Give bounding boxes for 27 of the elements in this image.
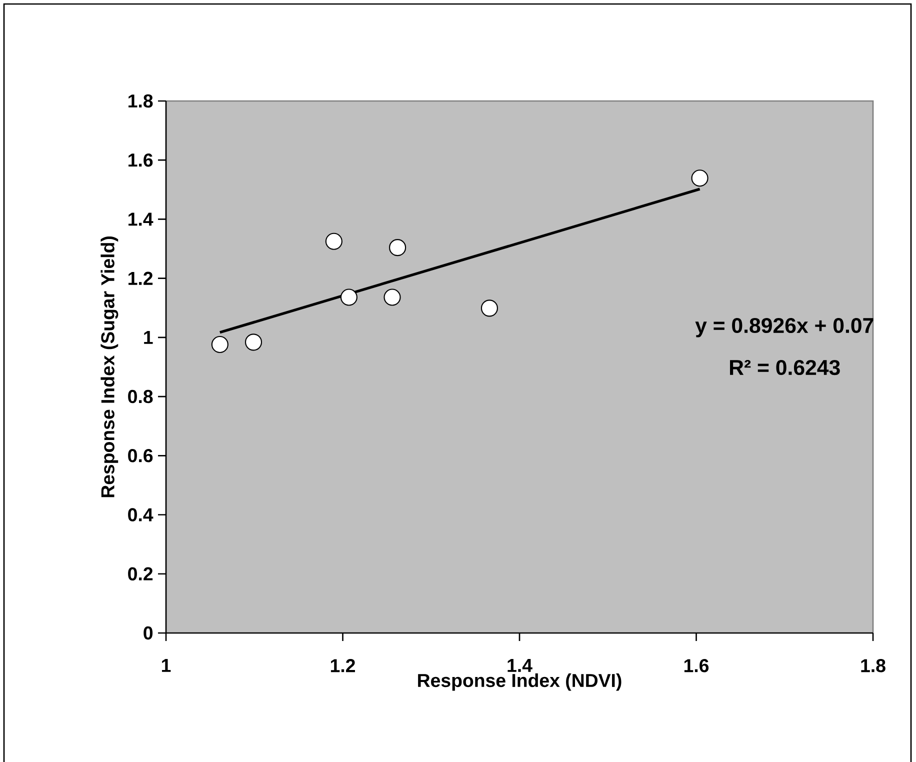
y-tick-label: 1 bbox=[144, 331, 153, 344]
point bbox=[325, 232, 342, 250]
x-tick-label: 1 bbox=[162, 659, 171, 672]
y-tick-label: 0.8 bbox=[128, 390, 153, 404]
point bbox=[244, 334, 262, 351]
point bbox=[691, 170, 708, 187]
x-tick-label: 1.2 bbox=[330, 659, 355, 672]
x-axis-title: Response Index (NDVI) bbox=[418, 673, 622, 691]
point bbox=[211, 336, 228, 354]
y-tick-label: 0.6 bbox=[128, 449, 153, 462]
y-tick-label: 0.4 bbox=[128, 508, 154, 522]
y-tick-label: 0.2 bbox=[128, 567, 153, 580]
y-tick-label: 1.6 bbox=[128, 153, 153, 167]
y-tick-label: 1.2 bbox=[128, 272, 153, 285]
annotation: R² = 0.6243 bbox=[730, 360, 840, 376]
y-tick-label: 0 bbox=[144, 626, 153, 640]
y-axis-title: Response Index (Sugar Yield) bbox=[100, 236, 118, 498]
point bbox=[384, 288, 401, 306]
x-tick-label: 1.6 bbox=[684, 659, 709, 672]
annotation: y = 0.8926x + 0.07 bbox=[695, 318, 874, 338]
y-tick-label: 1.4 bbox=[128, 212, 154, 226]
point bbox=[480, 300, 498, 317]
x-tick-label: 1.4 bbox=[508, 659, 532, 672]
x-tick-label: 1.8 bbox=[861, 659, 886, 672]
point bbox=[340, 288, 358, 306]
point bbox=[389, 239, 406, 256]
y-tick-label: 1.8 bbox=[128, 94, 153, 108]
